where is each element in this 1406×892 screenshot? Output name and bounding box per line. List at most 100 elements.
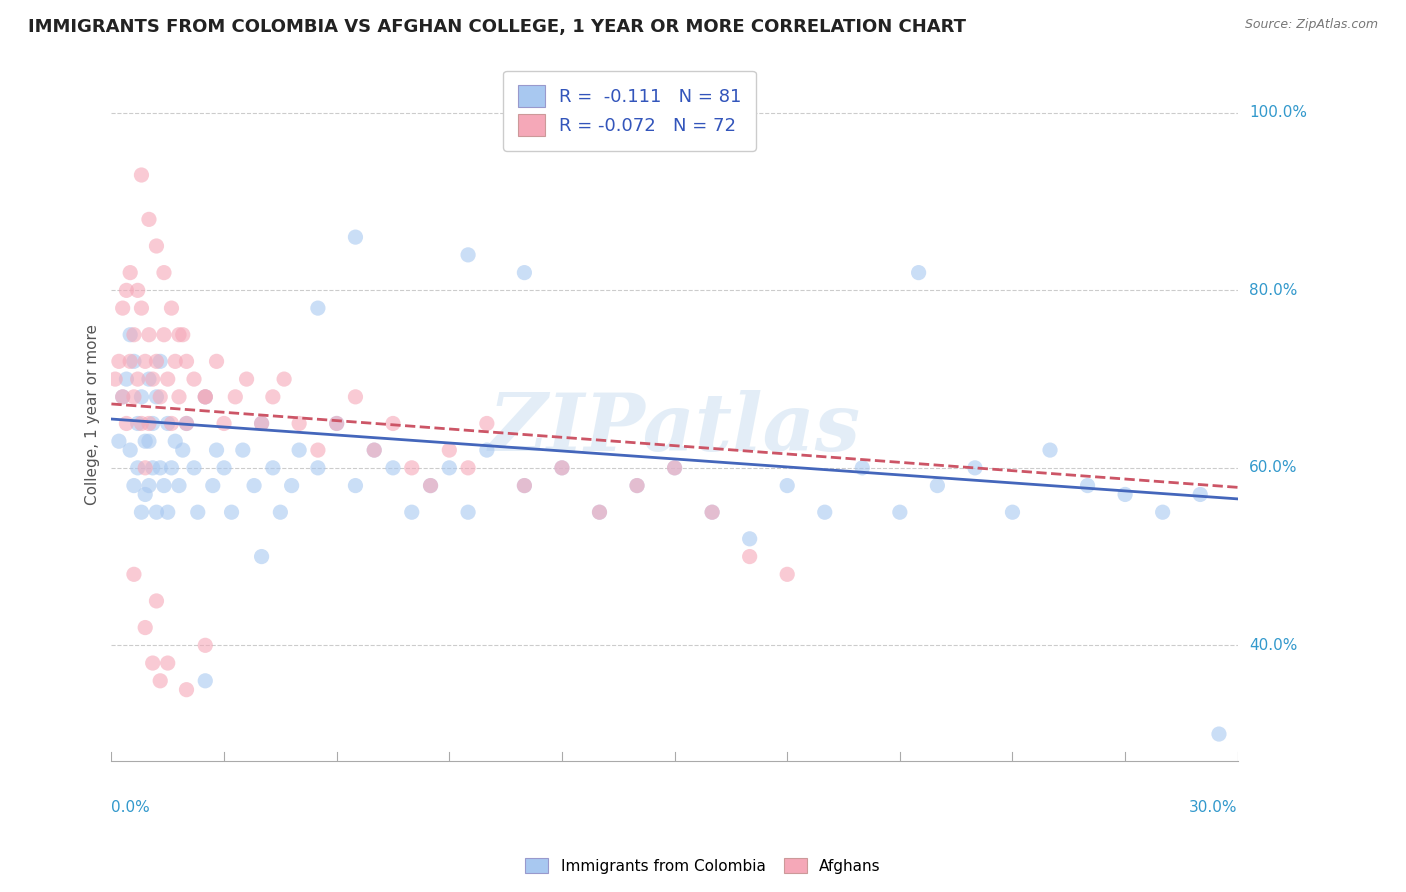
- Point: [280, 478, 302, 492]
- Point: [963, 460, 986, 475]
- Point: [201, 478, 224, 492]
- Point: [145, 594, 167, 608]
- Point: [457, 505, 479, 519]
- Point: [221, 505, 243, 519]
- Point: [344, 478, 367, 492]
- Point: [738, 532, 761, 546]
- Text: 40.0%: 40.0%: [1249, 638, 1298, 653]
- Point: [401, 505, 423, 519]
- Point: [145, 505, 167, 519]
- Point: [120, 354, 142, 368]
- Point: [626, 478, 648, 492]
- Point: [127, 417, 149, 431]
- Point: [250, 417, 273, 431]
- Point: [131, 301, 153, 315]
- Point: [401, 460, 423, 475]
- Point: [145, 390, 167, 404]
- Point: [224, 390, 246, 404]
- Point: [551, 460, 574, 475]
- Legend: Immigrants from Colombia, Afghans: Immigrants from Colombia, Afghans: [519, 852, 887, 880]
- Text: 0.0%: 0.0%: [111, 799, 150, 814]
- Point: [1039, 443, 1062, 458]
- Point: [205, 354, 228, 368]
- Y-axis label: College, 1 year or more: College, 1 year or more: [86, 324, 100, 505]
- Point: [138, 212, 160, 227]
- Text: Source: ZipAtlas.com: Source: ZipAtlas.com: [1244, 18, 1378, 31]
- Text: IMMIGRANTS FROM COLOMBIA VS AFGHAN COLLEGE, 1 YEAR OR MORE CORRELATION CHART: IMMIGRANTS FROM COLOMBIA VS AFGHAN COLLE…: [28, 18, 966, 36]
- Point: [108, 354, 131, 368]
- Point: [104, 372, 127, 386]
- Point: [307, 460, 329, 475]
- Text: 100.0%: 100.0%: [1249, 105, 1308, 120]
- Point: [134, 621, 156, 635]
- Point: [262, 460, 284, 475]
- Point: [167, 390, 190, 404]
- Point: [814, 505, 837, 519]
- Point: [1189, 487, 1212, 501]
- Point: [776, 567, 799, 582]
- Point: [419, 478, 441, 492]
- Point: [176, 417, 198, 431]
- Point: [288, 417, 311, 431]
- Point: [307, 301, 329, 315]
- Point: [153, 327, 176, 342]
- Point: [664, 460, 686, 475]
- Point: [325, 417, 347, 431]
- Point: [138, 372, 160, 386]
- Point: [700, 505, 723, 519]
- Point: [551, 460, 574, 475]
- Point: [131, 505, 153, 519]
- Point: [131, 390, 153, 404]
- Point: [194, 390, 217, 404]
- Point: [776, 478, 799, 492]
- Point: [156, 505, 179, 519]
- Point: [382, 417, 405, 431]
- Point: [172, 443, 194, 458]
- Point: [122, 567, 145, 582]
- Point: [160, 460, 183, 475]
- Point: [138, 327, 160, 342]
- Point: [183, 460, 205, 475]
- Point: [194, 638, 217, 652]
- Point: [1114, 487, 1136, 501]
- Point: [176, 682, 198, 697]
- Point: [122, 390, 145, 404]
- Point: [120, 266, 142, 280]
- Point: [134, 354, 156, 368]
- Point: [134, 460, 156, 475]
- Point: [127, 460, 149, 475]
- Point: [172, 327, 194, 342]
- Point: [142, 372, 165, 386]
- Point: [457, 248, 479, 262]
- Point: [851, 460, 873, 475]
- Point: [419, 478, 441, 492]
- Point: [513, 266, 536, 280]
- Text: ZIPatlas: ZIPatlas: [488, 390, 860, 467]
- Point: [269, 505, 291, 519]
- Point: [127, 372, 149, 386]
- Point: [889, 505, 911, 519]
- Point: [243, 478, 266, 492]
- Point: [142, 417, 165, 431]
- Point: [363, 443, 385, 458]
- Text: 60.0%: 60.0%: [1249, 460, 1298, 475]
- Point: [307, 443, 329, 458]
- Point: [149, 390, 172, 404]
- Point: [122, 478, 145, 492]
- Point: [588, 505, 610, 519]
- Point: [250, 549, 273, 564]
- Point: [1001, 505, 1024, 519]
- Point: [212, 417, 235, 431]
- Point: [156, 372, 179, 386]
- Point: [120, 443, 142, 458]
- Point: [194, 390, 217, 404]
- Point: [138, 434, 160, 449]
- Point: [111, 301, 134, 315]
- Point: [149, 460, 172, 475]
- Point: [122, 354, 145, 368]
- Point: [111, 390, 134, 404]
- Point: [134, 487, 156, 501]
- Point: [439, 460, 461, 475]
- Point: [167, 327, 190, 342]
- Point: [344, 230, 367, 244]
